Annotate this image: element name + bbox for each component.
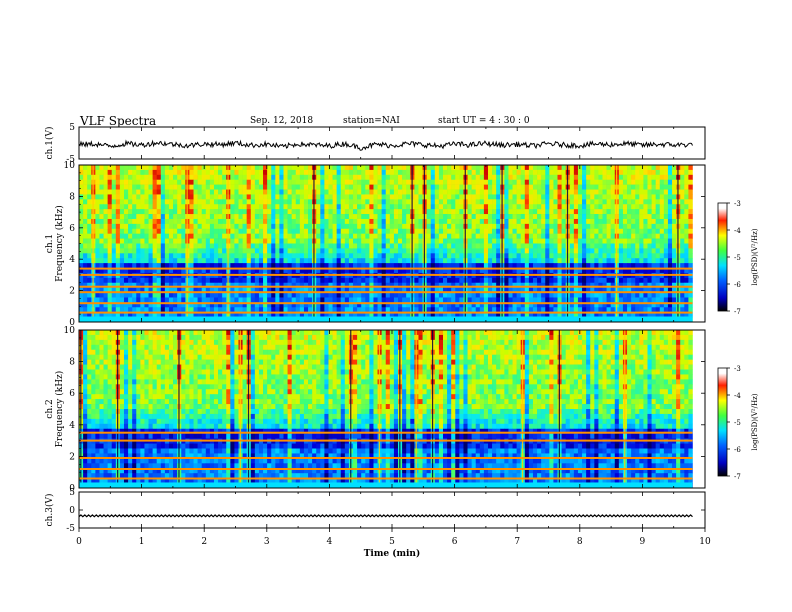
y-tick-label: 2 (69, 287, 75, 297)
colorbar-label: log(PSD)(V²/Hz) (751, 393, 759, 450)
x-tick-label: 5 (389, 537, 395, 547)
y-tick-label: 0 (69, 506, 75, 516)
spectrogram-streak (423, 165, 425, 322)
spectrogram-line (79, 311, 693, 314)
colorbar-tick-label: -5 (734, 419, 741, 427)
y-tick-label: 8 (69, 192, 75, 202)
spectrogram-streak (378, 330, 380, 488)
spectrogram-line (79, 468, 693, 470)
y-tick-label: 4 (69, 255, 75, 265)
colorbar-tick-label: -3 (734, 365, 741, 373)
spectrogram-ch1-spectrogram (79, 165, 693, 323)
y-axis-label: Frequency (kHz) (54, 371, 65, 448)
spectrogram-streak (616, 165, 618, 322)
y-axis-label: ch.2 (45, 399, 55, 418)
y-axis-label: ch.3(V) (44, 494, 55, 527)
spectrogram-line (79, 285, 693, 288)
panel-frame-ch1-waveform (78, 126, 706, 160)
spectrogram-streak (521, 330, 524, 488)
header-start-time: start UT = 4 : 30 : 0 (438, 116, 530, 126)
spectrogram-streak (411, 165, 413, 322)
y-tick-label: -5 (66, 155, 75, 165)
y-tick-label: 0 (69, 318, 75, 328)
spectrogram-line (79, 302, 693, 305)
x-tick-label: 9 (640, 537, 646, 547)
y-tick-label: 6 (69, 389, 75, 399)
y-tick-label: 6 (69, 224, 75, 234)
y-tick-label: 2 (69, 452, 75, 462)
spectrogram-line (79, 273, 693, 276)
spectrogram-line (79, 431, 693, 434)
spectrogram-streak (92, 165, 94, 322)
header-station: station=NAI (343, 116, 400, 126)
spectrogram-streak (117, 330, 119, 488)
x-tick-label: 6 (452, 537, 458, 547)
spectrogram-streak (566, 165, 569, 322)
spectrogram-streak (415, 330, 417, 488)
spectrogram-streak (431, 330, 434, 488)
colorbar-tick-label: -3 (734, 200, 741, 208)
spectrogram-line (79, 457, 693, 459)
colorbar-tick-label: -6 (734, 446, 741, 454)
y-tick-label: 8 (69, 358, 75, 368)
spectrogram-streak (501, 165, 503, 322)
spectrogram-line (79, 267, 693, 270)
spectrogram-line (79, 439, 693, 442)
spectrogram-ch2-spectrogram (79, 330, 693, 489)
y-tick-label: -5 (66, 524, 75, 534)
y-tick-label: 10 (64, 161, 76, 171)
x-tick-label: 3 (264, 537, 270, 547)
colorbar-label: log(PSD)(V²/Hz) (751, 228, 759, 285)
spectrogram-streak (227, 165, 229, 322)
panel-frame-ch3-waveform (78, 491, 706, 529)
spectrogram-low-band (79, 316, 693, 322)
spectrogram-streak (677, 165, 679, 322)
header-date: Sep. 12, 2018 (250, 116, 314, 126)
spectrogram-streak (350, 330, 352, 488)
ch1-trace (78, 139, 693, 151)
spectrogram-line (79, 477, 693, 480)
colorbar (717, 367, 728, 477)
spectrogram-streak (464, 165, 466, 322)
y-tick-label: 0 (69, 484, 75, 494)
ch3-trace (78, 514, 693, 518)
x-tick-label: 8 (577, 537, 583, 547)
colorbar-tick-label: -4 (734, 392, 741, 400)
colorbar-tick-label: -6 (734, 281, 741, 289)
spectrogram-line (79, 291, 693, 294)
y-tick-label: 4 (69, 421, 75, 431)
spectrogram-streak (313, 165, 315, 322)
y-axis-label: ch.1(V) (44, 127, 55, 160)
chart-title: VLF Spectra (80, 114, 157, 128)
x-tick-label: 10 (699, 537, 711, 547)
y-tick-label: 10 (64, 326, 76, 336)
spectrogram-streak (178, 330, 180, 488)
colorbar-tick-label: -5 (734, 254, 741, 262)
spectrogram-streak (186, 165, 188, 322)
x-tick-label: 1 (139, 537, 145, 547)
spectrogram-streak (624, 330, 626, 488)
y-axis-label: Frequency (kHz) (54, 205, 65, 282)
colorbar-tick-label: -7 (734, 473, 741, 481)
colorbar (717, 202, 728, 312)
x-tick-label: 2 (201, 537, 207, 547)
spectrogram-low-band (79, 482, 693, 488)
x-axis-label: Time (min) (364, 548, 421, 559)
spectrogram-streak (239, 330, 241, 488)
spectrogram-streak (558, 330, 560, 488)
x-tick-label: 7 (514, 537, 520, 547)
x-tick-label: 4 (327, 537, 333, 547)
colorbar-tick-label: -7 (734, 308, 741, 316)
x-tick-label: 0 (76, 537, 82, 547)
spectrogram-streak (247, 330, 250, 488)
spectrogram-streak (399, 330, 401, 488)
colorbar-tick-label: -4 (734, 227, 741, 235)
y-axis-label: ch.1 (45, 234, 55, 253)
y-tick-label: 5 (69, 123, 75, 133)
y-tick-label: 5 (69, 488, 75, 498)
